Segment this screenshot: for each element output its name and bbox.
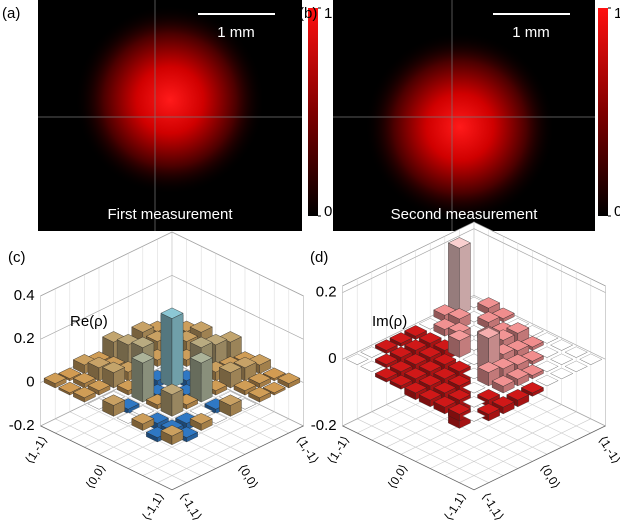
bar bbox=[132, 352, 154, 402]
right-axis-label: ⟨0,0⟩ bbox=[235, 462, 261, 492]
bar-face bbox=[201, 358, 212, 402]
scale-bar-label: 1 mm bbox=[217, 24, 255, 41]
right-axis-label: ⟨-1,1⟩ bbox=[177, 490, 205, 523]
bar-face bbox=[143, 358, 154, 402]
z-tick-label: 0 bbox=[26, 374, 34, 391]
colorbar bbox=[308, 8, 318, 216]
page: (a) 1 mm First measurement 0 1 (b) 1 mm Second … bbox=[0, 0, 620, 531]
colorbar-tick-label: 0 bbox=[324, 203, 332, 220]
panel-label: (b) bbox=[299, 5, 317, 22]
figure: (a) 1 mm First measurement 0 1 (b) 1 mm Second … bbox=[0, 0, 620, 531]
panel-title: Re(ρ) bbox=[70, 313, 108, 330]
bar-face bbox=[172, 313, 183, 388]
left-axis-label: ⟨-1,1⟩ bbox=[139, 490, 167, 523]
colorbar-tick-label: 0 bbox=[614, 203, 620, 220]
caption: First measurement bbox=[107, 206, 233, 223]
left-axis-label: ⟨0,0⟩ bbox=[385, 462, 411, 492]
z-tick-label: 0.4 bbox=[14, 287, 35, 304]
beam-spot bbox=[365, 32, 555, 222]
bar-face bbox=[132, 358, 143, 402]
right-axis-label: ⟨-1,1⟩ bbox=[479, 490, 507, 523]
colorbar bbox=[598, 8, 608, 216]
bar-face bbox=[190, 358, 201, 402]
bar-face bbox=[448, 243, 459, 315]
panel-label: (c) bbox=[8, 249, 26, 266]
z-tick-label: -0.2 bbox=[311, 417, 337, 434]
caption: Second measurement bbox=[391, 206, 539, 223]
bar-face bbox=[161, 313, 172, 388]
bar bbox=[190, 352, 212, 402]
colorbar-tick-label: 1 bbox=[324, 5, 332, 22]
left-axis-label: ⟨-1,1⟩ bbox=[441, 490, 469, 523]
bar bbox=[161, 308, 183, 388]
bar bbox=[161, 384, 183, 416]
right-axis-label: ⟨1,-1⟩ bbox=[294, 433, 322, 466]
floor-edge bbox=[343, 426, 606, 490]
floor-grid bbox=[372, 412, 503, 476]
left-axis-label: ⟨1,-1⟩ bbox=[22, 433, 50, 466]
right-axis-label: ⟨1,-1⟩ bbox=[596, 433, 620, 466]
right-axis-label: ⟨0,0⟩ bbox=[537, 462, 563, 492]
z-tick-label: 0.2 bbox=[14, 330, 35, 347]
bar bbox=[448, 330, 470, 357]
bar bbox=[448, 237, 470, 314]
z-tick-label: 0 bbox=[328, 350, 336, 367]
scale-bar-label: 1 mm bbox=[512, 24, 550, 41]
z-tick-label: 0.2 bbox=[316, 284, 337, 301]
left-axis-label: ⟨0,0⟩ bbox=[83, 462, 109, 492]
floor-grid bbox=[459, 419, 590, 483]
panel-label: (a) bbox=[2, 5, 20, 22]
left-axis-label: ⟨1,-1⟩ bbox=[324, 433, 352, 466]
panel-title: Im(ρ) bbox=[372, 313, 407, 330]
z-tick-label: -0.2 bbox=[9, 417, 35, 434]
colorbar-tick-label: 1 bbox=[614, 5, 620, 22]
floor-grid bbox=[357, 419, 488, 483]
bar-face bbox=[459, 243, 470, 315]
panel-label: (d) bbox=[310, 249, 328, 266]
